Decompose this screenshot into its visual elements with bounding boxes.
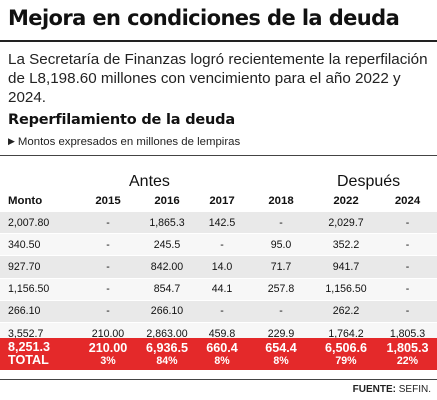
total-percent: 8% bbox=[214, 354, 230, 367]
table-cell: - bbox=[78, 255, 138, 279]
table-cell: - bbox=[248, 300, 314, 323]
table-cell: - bbox=[378, 233, 437, 257]
column-header-2017: 2017 bbox=[209, 195, 235, 207]
table-cell: 14.0 bbox=[196, 255, 248, 279]
table-cell: 257.8 bbox=[248, 278, 314, 301]
table-cell: - bbox=[78, 300, 138, 323]
table-cell: 245.5 bbox=[138, 233, 196, 257]
total-cell-2015: 210.00 3% bbox=[78, 338, 138, 370]
total-cell-2024: 1,805.3 22% bbox=[378, 338, 437, 370]
table-title: Reperfilamiento de la deuda bbox=[8, 112, 235, 128]
table-cell: 941.7 bbox=[314, 255, 378, 279]
table-row: 340.50 - 245.5 - 95.0 352.2 - bbox=[0, 233, 437, 257]
table-cell: - bbox=[196, 233, 248, 257]
total-percent: 8% bbox=[273, 354, 289, 367]
table-header-row: Monto 2015 2016 2017 2018 2022 2024 bbox=[0, 190, 437, 212]
table-row: 266.10 - 266.10 - - 262.2 - bbox=[0, 300, 437, 323]
table-cell: 1,156.50 bbox=[0, 278, 78, 301]
table-cell: 44.1 bbox=[196, 278, 248, 301]
source-credit: FUENTE: SEFIN. bbox=[353, 384, 431, 395]
total-row: 8,251.3 TOTAL 210.00 3% 6,936.5 84% 660.… bbox=[0, 338, 437, 370]
table-cell: - bbox=[378, 212, 437, 235]
table-cell: 1,156.50 bbox=[314, 278, 378, 301]
column-header-2022: 2022 bbox=[333, 195, 359, 207]
table-cell: 142.5 bbox=[196, 212, 248, 235]
table-cell: - bbox=[378, 278, 437, 301]
table-cell: 927.70 bbox=[0, 255, 78, 279]
table-cell: - bbox=[378, 300, 437, 323]
group-label-after: Después bbox=[337, 173, 401, 190]
total-label: TOTAL bbox=[8, 353, 49, 367]
units-note-text: Montos expresados en millones de lempira… bbox=[17, 136, 241, 148]
total-percent: 79% bbox=[335, 354, 357, 367]
total-value: 6,506.6 bbox=[324, 340, 368, 355]
total-value: 1,805.3 bbox=[386, 340, 429, 355]
table-cell: 71.7 bbox=[248, 255, 314, 279]
table-row: 927.70 - 842.00 14.0 71.7 941.7 - bbox=[0, 255, 437, 279]
total-percent: 22% bbox=[396, 354, 419, 367]
total-amount: 8,251.3 bbox=[8, 340, 51, 354]
table-cell: 95.0 bbox=[248, 233, 314, 257]
table-cell: - bbox=[78, 278, 138, 301]
table-row: 1,156.50 - 854.7 44.1 257.8 1,156.50 - bbox=[0, 278, 437, 301]
table-cell: - bbox=[378, 255, 437, 279]
units-note: ▶ Montos expresados en millones de lempir… bbox=[8, 136, 240, 148]
table-cell: 340.50 bbox=[0, 233, 78, 257]
group-label-before: Antes bbox=[129, 173, 170, 190]
total-value: 660.4 bbox=[206, 340, 238, 355]
total-cell-2022: 6,506.6 79% bbox=[314, 338, 378, 370]
table-cell: 854.7 bbox=[138, 278, 196, 301]
total-value: 210.00 bbox=[88, 340, 128, 355]
source-label: FUENTE: bbox=[352, 384, 396, 395]
debt-table: Monto 2015 2016 2017 2018 2022 2024 2,00… bbox=[0, 190, 437, 346]
table-cell: - bbox=[78, 212, 138, 235]
column-header-2018: 2018 bbox=[268, 195, 294, 207]
intro-paragraph: La Secretaría de Finanzas logró reciente… bbox=[8, 51, 428, 106]
total-percent: 3% bbox=[100, 354, 116, 367]
top-divider bbox=[0, 40, 437, 42]
table-cell: - bbox=[78, 233, 138, 257]
total-cell-2017: 660.4 8% bbox=[196, 338, 248, 370]
table-cell: 266.10 bbox=[0, 300, 78, 323]
triangle-right-icon: ▶ bbox=[8, 136, 15, 146]
source-value: SEFIN. bbox=[398, 384, 431, 395]
column-header-2016: 2016 bbox=[154, 195, 180, 207]
table-cell: 2,029.7 bbox=[314, 212, 378, 235]
total-cell-2016: 6,936.5 84% bbox=[138, 338, 196, 370]
table-cell: 842.00 bbox=[138, 255, 196, 279]
column-header-monto: Monto bbox=[8, 195, 43, 207]
table-cell: 1,865.3 bbox=[138, 212, 196, 235]
table-top-divider bbox=[0, 155, 437, 156]
table-row: 2,007.80 - 1,865.3 142.5 - 2,029.7 - bbox=[0, 212, 437, 235]
total-percent: 84% bbox=[156, 354, 178, 367]
column-header-2024: 2024 bbox=[394, 195, 421, 207]
total-value: 654.4 bbox=[265, 340, 297, 355]
table-cell: 266.10 bbox=[138, 300, 196, 323]
headline: Mejora en condiciones de la deuda bbox=[8, 6, 400, 30]
total-value: 6,936.5 bbox=[145, 340, 189, 355]
bottom-divider bbox=[0, 379, 437, 380]
table-cell: - bbox=[248, 212, 314, 235]
column-header-2015: 2015 bbox=[95, 195, 121, 207]
table-cell: 352.2 bbox=[314, 233, 378, 257]
table-cell: - bbox=[196, 300, 248, 323]
table-cell: 2,007.80 bbox=[0, 212, 78, 235]
total-cell-2018: 654.4 8% bbox=[248, 338, 314, 370]
total-amount-cell: 8,251.3 TOTAL bbox=[0, 338, 78, 370]
table-cell: 262.2 bbox=[314, 300, 378, 323]
